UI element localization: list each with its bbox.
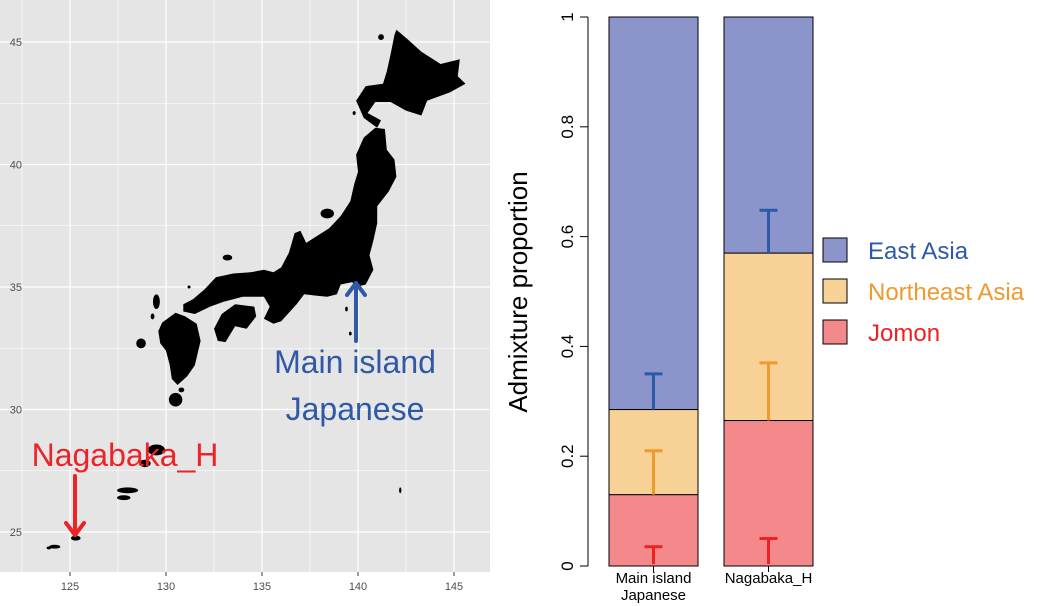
main-island-label-line1: Main island	[274, 344, 436, 380]
small-island	[178, 387, 185, 393]
small-island	[348, 331, 352, 336]
map-x-tick-label: 135	[253, 581, 271, 593]
legend-label: Jomon	[868, 320, 940, 347]
bar-segment-east-asia	[608, 16, 699, 411]
small-island	[48, 544, 61, 549]
japan-landmass	[46, 29, 466, 550]
legend-swatch	[822, 237, 848, 263]
map-x-tick-label: 125	[61, 581, 79, 593]
map-x-tick-label: 130	[157, 581, 175, 593]
small-island	[352, 111, 356, 116]
map-latitude-ticks: 45 40 35 30 25	[10, 37, 22, 539]
map-y-tick-label: 35	[10, 282, 22, 294]
error-bars	[644, 208, 778, 564]
small-island	[399, 487, 402, 494]
map-y-tick-label: 40	[10, 160, 22, 172]
small-island	[222, 254, 233, 261]
small-island	[117, 495, 131, 501]
map-y-tick-label: 30	[10, 405, 22, 417]
y-tick-label: 0.8	[558, 115, 577, 139]
map-y-tick-label: 25	[10, 527, 22, 539]
y-tick-label: 1	[558, 12, 577, 21]
map-y-tick-label: 45	[10, 37, 22, 49]
small-island	[136, 338, 146, 349]
legend-swatch	[822, 278, 848, 304]
small-island	[320, 208, 334, 219]
honshu-island	[183, 127, 397, 324]
legend-label: East Asia	[868, 238, 969, 265]
nagabaka-label: Nagabaka_H	[32, 437, 219, 473]
legend: East Asia Northeast Asia Jomon	[822, 237, 1025, 347]
category-label: Nagabaka_H	[725, 570, 813, 587]
japan-map-panel: 125 130 135 140 145 45 40 35 30 25 Main island J…	[0, 0, 490, 593]
shikoku-island	[214, 304, 257, 343]
small-island	[70, 535, 81, 541]
small-island	[46, 546, 52, 550]
small-island	[168, 392, 183, 407]
small-island	[150, 313, 155, 320]
map-longitude-ticks: 125 130 135 140 145	[61, 572, 463, 593]
small-island	[139, 459, 151, 468]
admixture-bar-chart: Admixture proportion 0 0.2 0.4 0.6 0.8 1 Main…	[503, 12, 1025, 604]
category-label: Main island	[616, 570, 692, 587]
y-tick-label: 0.4	[558, 335, 577, 359]
stacked-bars	[608, 16, 814, 567]
nagabaka-annotation: Nagabaka_H	[32, 437, 219, 537]
y-tick-label: 0	[558, 561, 577, 570]
main-island-annotation: Main island Japanese	[274, 281, 436, 427]
small-island	[187, 285, 191, 289]
y-tick-label: 0.2	[558, 444, 577, 468]
y-axis: 0 0.2 0.4 0.6 0.8 1	[558, 12, 589, 571]
map-x-tick-label: 145	[445, 581, 463, 593]
small-island	[378, 34, 384, 41]
hokkaido-island	[356, 29, 466, 128]
small-island	[147, 444, 166, 456]
arrow-up-icon	[345, 281, 367, 343]
legend-swatch	[822, 319, 848, 345]
y-tick-label: 0.6	[558, 225, 577, 249]
arrow-down-icon	[64, 474, 86, 537]
category-label: Japanese	[621, 587, 686, 604]
main-island-label-line2: Japanese	[286, 391, 425, 427]
legend-label: Northeast Asia	[868, 279, 1025, 306]
small-island	[345, 306, 348, 312]
y-axis-label: Admixture proportion	[503, 171, 533, 412]
map-x-tick-label: 140	[349, 581, 367, 593]
small-island	[152, 294, 160, 310]
kyushu-island	[158, 312, 201, 385]
small-island	[117, 487, 139, 494]
